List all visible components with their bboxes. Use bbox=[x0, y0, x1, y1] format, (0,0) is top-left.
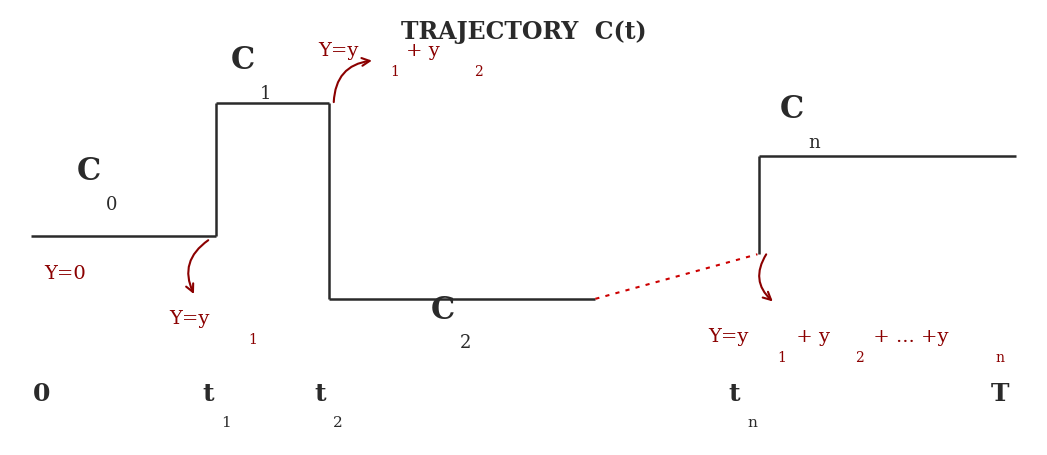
Text: 1: 1 bbox=[777, 351, 786, 365]
Text: TRAJECTORY  C(t): TRAJECTORY C(t) bbox=[401, 20, 646, 44]
Text: + y: + y bbox=[405, 42, 440, 61]
Text: Y=y: Y=y bbox=[170, 310, 209, 328]
Text: 1: 1 bbox=[221, 416, 230, 430]
Text: n: n bbox=[996, 351, 1004, 365]
Text: 2: 2 bbox=[474, 65, 483, 79]
Text: t: t bbox=[314, 382, 326, 406]
Text: n: n bbox=[808, 134, 821, 152]
Text: Y=0: Y=0 bbox=[44, 265, 86, 283]
Text: Y=y: Y=y bbox=[318, 42, 359, 61]
Text: 2: 2 bbox=[855, 351, 864, 365]
Text: 0: 0 bbox=[106, 196, 117, 214]
Text: 1: 1 bbox=[391, 65, 399, 79]
FancyArrowPatch shape bbox=[186, 240, 208, 292]
Text: 1: 1 bbox=[248, 333, 258, 347]
Text: 0: 0 bbox=[34, 382, 50, 406]
Text: n: n bbox=[748, 416, 757, 430]
Text: C: C bbox=[231, 45, 255, 76]
Text: t: t bbox=[202, 382, 214, 406]
Text: + ... +y: + ... +y bbox=[867, 328, 949, 346]
Text: + y: + y bbox=[790, 328, 830, 346]
Text: C: C bbox=[77, 157, 102, 187]
Text: C: C bbox=[780, 94, 804, 125]
Text: t: t bbox=[729, 382, 740, 406]
Text: 1: 1 bbox=[260, 85, 271, 103]
FancyArrowPatch shape bbox=[334, 58, 370, 102]
Text: T: T bbox=[990, 382, 1009, 406]
Text: C: C bbox=[431, 294, 455, 326]
Text: 2: 2 bbox=[333, 416, 342, 430]
Text: Y=y: Y=y bbox=[708, 328, 749, 346]
FancyArrowPatch shape bbox=[759, 254, 771, 300]
Text: 2: 2 bbox=[460, 334, 471, 352]
